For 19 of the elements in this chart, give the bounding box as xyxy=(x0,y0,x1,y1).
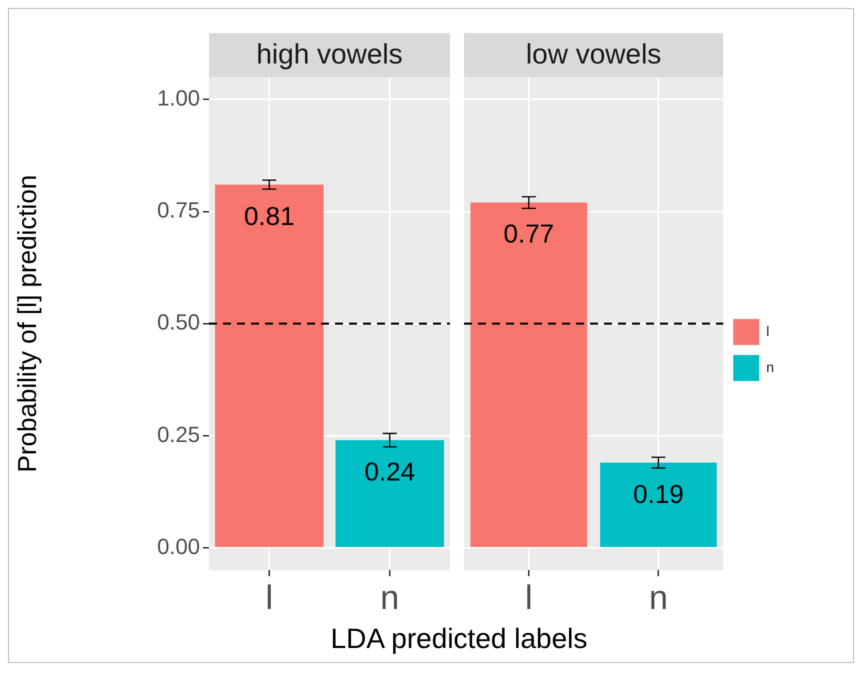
legend-label: n xyxy=(766,358,774,375)
x-tick-label: l xyxy=(265,578,274,617)
y-axis-title: Probability of [l] prediction xyxy=(12,174,42,472)
data-label: 0.81 xyxy=(244,200,295,231)
data-label: 0.77 xyxy=(504,218,554,249)
x-tick-label: n xyxy=(648,578,668,617)
x-tick-label: n xyxy=(380,578,400,617)
chart-title: low vowels xyxy=(526,38,662,70)
legend-label: l xyxy=(766,322,770,339)
y-tick-label: 1.00 xyxy=(157,85,200,110)
x-axis-title: LDA predicted labels xyxy=(330,623,588,655)
y-tick-label: 0.25 xyxy=(157,422,200,447)
data-label: 0.19 xyxy=(633,478,684,509)
chart-title: high vowels xyxy=(256,38,403,70)
y-tick-label: 0.75 xyxy=(157,198,200,223)
data-label: 0.24 xyxy=(364,456,416,486)
y-tick-label: 0.50 xyxy=(157,310,200,335)
x-tick-label: l xyxy=(525,578,533,617)
y-tick-label: 0.00 xyxy=(157,534,200,559)
